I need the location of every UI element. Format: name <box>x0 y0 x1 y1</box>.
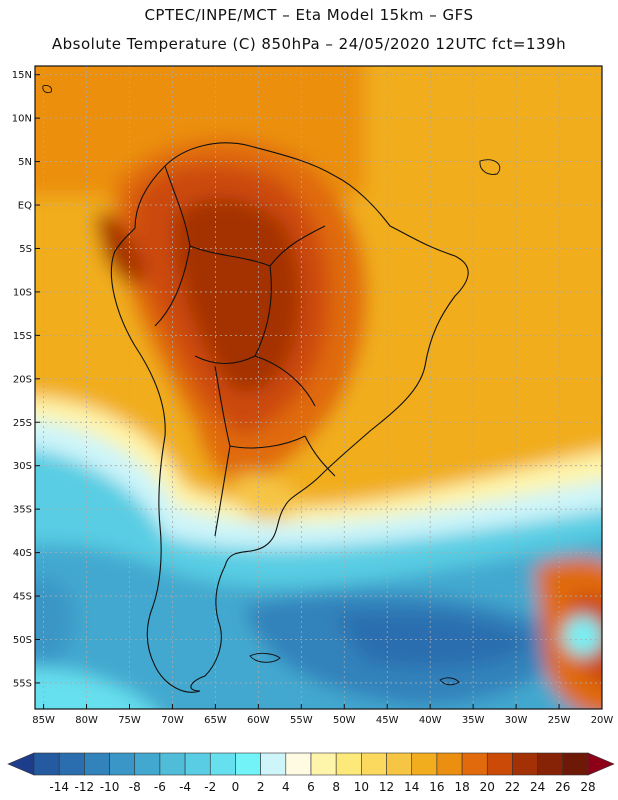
colorbar-swatch <box>512 752 538 776</box>
colorbar: -14 -12 -10 -8 -6 -4 -2 0 2 4 6 8 10 12 14 16 18 20 22 24 26… <box>7 752 615 794</box>
islands <box>42 85 501 686</box>
colorbar-swatch <box>562 752 589 776</box>
colorbar-swatch <box>537 752 564 776</box>
lat-label: 40S <box>13 548 32 559</box>
colorbar-label: 12 <box>379 780 394 794</box>
colorbar-label: 16 <box>429 780 444 794</box>
lon-label: 80W <box>75 715 98 726</box>
colorbar-label: 0 <box>232 780 240 794</box>
lat-label: 30S <box>13 461 32 472</box>
colorbar-label: 2 <box>257 780 265 794</box>
colorbar-swatch <box>58 752 85 776</box>
lon-label: 35W <box>462 715 485 726</box>
colorbar-swatch <box>486 752 513 776</box>
lon-label: 20W <box>591 715 614 726</box>
colorbar-min-arrow <box>7 752 35 776</box>
temperature-map: 15N 10N 5N EQ 5S 10S 15S 20S 25S 30S 35S 40S 45S 50S 5… <box>12 65 613 726</box>
lon-label: 60W <box>247 715 270 726</box>
lat-label: 10S <box>13 287 32 298</box>
lat-label: 25S <box>13 418 32 429</box>
lat-label: EQ <box>18 201 32 212</box>
graticule <box>35 66 602 709</box>
lat-label: 15S <box>13 331 32 342</box>
lat-label: 35S <box>13 505 32 516</box>
colorbar-label: 18 <box>454 780 469 794</box>
colorbar-swatch <box>335 752 362 776</box>
colorbar-swatch <box>109 752 136 776</box>
colorbar-swatch <box>361 752 387 776</box>
colorbar-label: 14 <box>404 780 419 794</box>
colorbar-swatch <box>159 752 186 776</box>
colorbar-label: 20 <box>480 780 495 794</box>
title-line-2: Absolute Temperature (C) 850hPa – 24/05/… <box>51 35 567 53</box>
colorbar-label: 22 <box>505 780 520 794</box>
lon-label: 70W <box>161 715 184 726</box>
colorbar-label: -12 <box>75 780 95 794</box>
colorbar-swatch <box>411 752 438 776</box>
colorbar-swatch <box>461 752 488 776</box>
lat-label: 45S <box>13 592 32 603</box>
lat-label: 55S <box>13 678 32 689</box>
colorbar-swatch <box>235 752 261 776</box>
longitude-labels: 85W 80W 75W 70W 65W 60W 55W 50W 45W 40W 35W 30W 25W 2… <box>32 704 613 726</box>
lon-label: 30W <box>505 715 528 726</box>
colorbar-swatch <box>209 752 236 776</box>
colorbar-swatch <box>84 752 110 776</box>
coastlines <box>110 142 469 693</box>
title-line-1: CPTEC/INPE/MCT – Eta Model 15km – GFS <box>144 6 474 24</box>
colorbar-swatch <box>184 752 211 776</box>
colorbar-swatch <box>285 752 312 776</box>
colorbar-label: -10 <box>100 780 120 794</box>
colorbar-label: -4 <box>179 780 191 794</box>
colorbar-swatch <box>310 752 337 776</box>
colorbar-label: 28 <box>580 780 595 794</box>
colorbar-label: -14 <box>49 780 69 794</box>
colorbar-label: 4 <box>282 780 290 794</box>
colorbar-swatch <box>33 752 60 776</box>
colorbar-swatch <box>436 752 463 776</box>
lat-label: 15N <box>12 70 32 81</box>
colorbar-label: 26 <box>555 780 570 794</box>
colorbar-label: 8 <box>332 780 340 794</box>
colorbar-swatch <box>386 752 413 776</box>
lat-label: 5S <box>19 244 32 255</box>
lat-label: 20S <box>13 374 32 385</box>
colorbar-label: 24 <box>530 780 545 794</box>
colorbar-label: -8 <box>129 780 141 794</box>
lon-label: 55W <box>290 715 313 726</box>
temperature-field <box>35 66 602 709</box>
colorbar-swatch <box>260 752 287 776</box>
lon-label: 40W <box>419 715 442 726</box>
lat-label: 50S <box>13 635 32 646</box>
latitude-labels: 15N 10N 5N EQ 5S 10S 15S 20S 25S 30S 35S 40S 45S 50S 5… <box>12 70 40 689</box>
colorbar-max-arrow <box>587 752 615 776</box>
lon-label: 50W <box>333 715 356 726</box>
colorbar-label: -2 <box>204 780 216 794</box>
map-frame <box>34 65 603 710</box>
colorbar-label: -6 <box>154 780 166 794</box>
colorbar-label: 10 <box>354 780 369 794</box>
lon-label: 75W <box>118 715 141 726</box>
colorbar-label: 6 <box>307 780 315 794</box>
lon-label: 45W <box>376 715 399 726</box>
lat-label: 5N <box>18 157 32 168</box>
lon-label: 65W <box>204 715 227 726</box>
lon-label: 85W <box>32 715 55 726</box>
lon-label: 25W <box>548 715 571 726</box>
colorbar-swatch <box>134 752 161 776</box>
lat-label: 10N <box>12 114 32 125</box>
